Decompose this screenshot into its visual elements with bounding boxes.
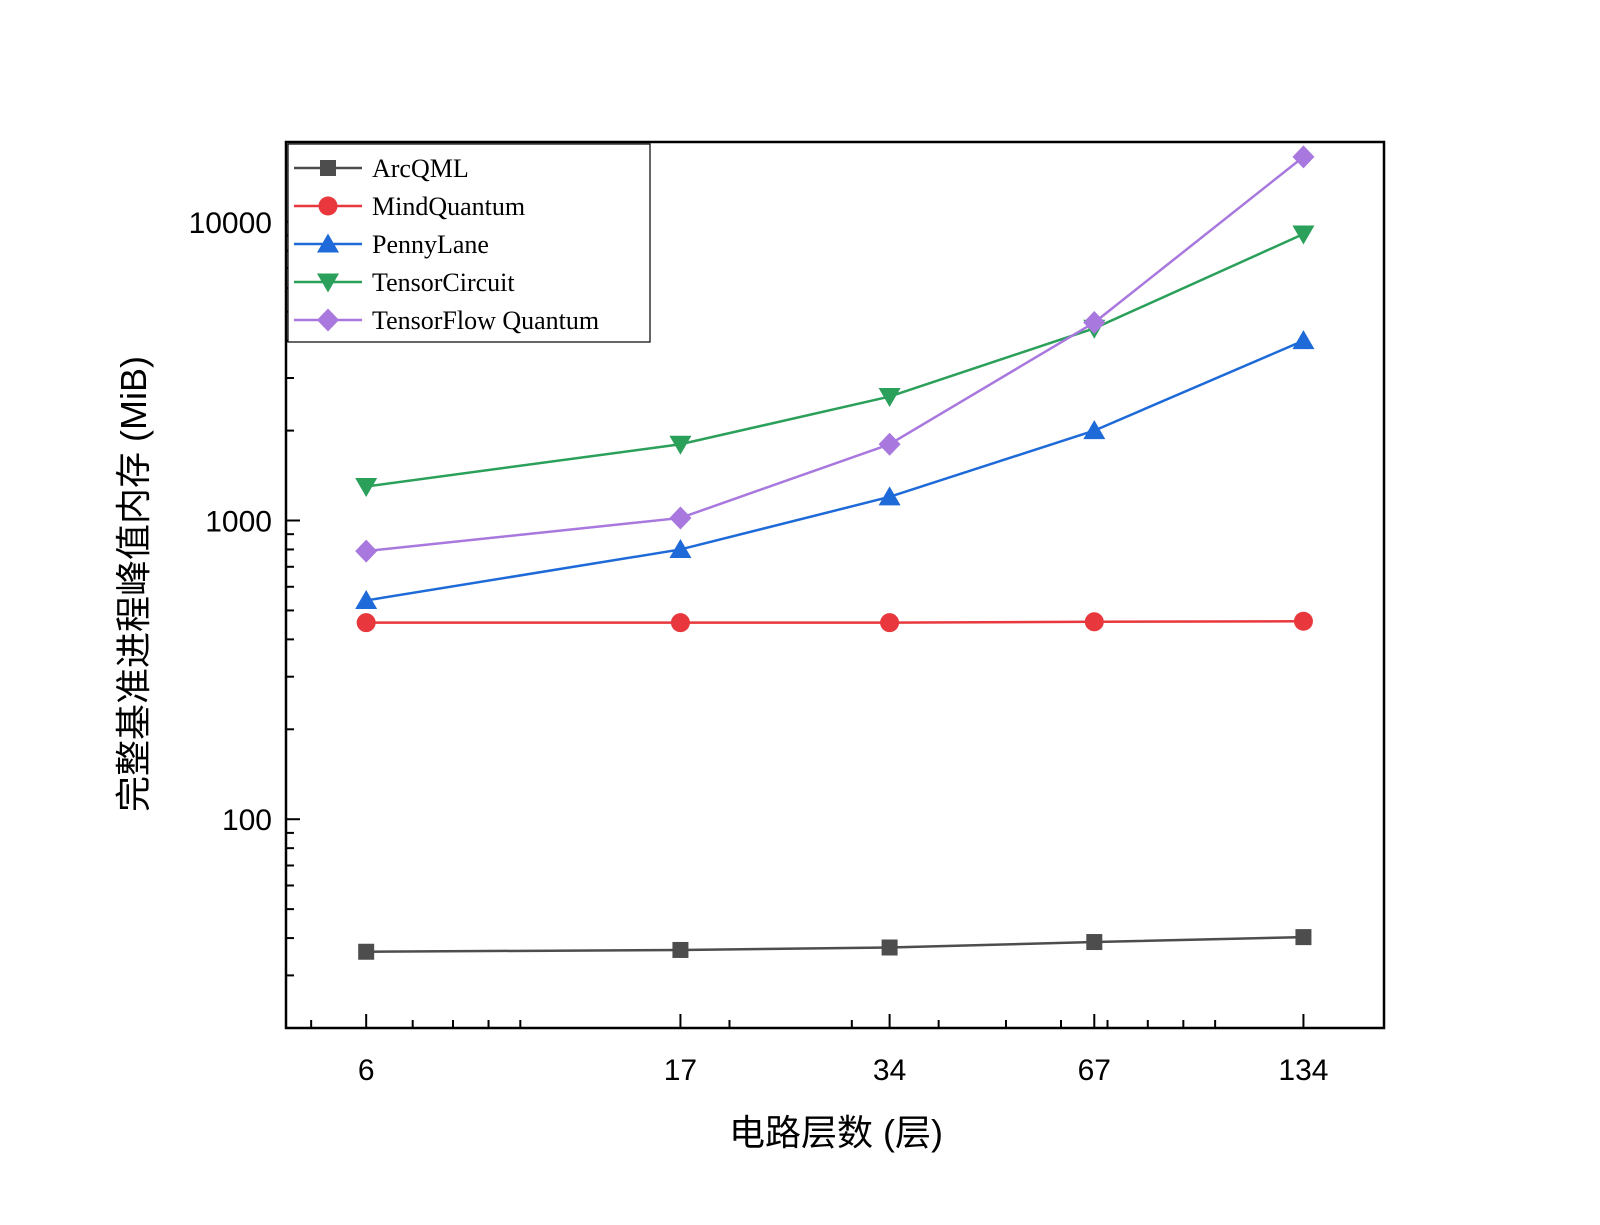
data-point: [1086, 934, 1103, 951]
data-point: [1084, 612, 1104, 632]
data-point: [669, 538, 692, 558]
data-point: [881, 939, 898, 956]
y-tick-label: 100: [222, 804, 272, 837]
series-line: [366, 619, 1304, 624]
legend-label: TensorFlow Quantum: [372, 306, 599, 335]
x-tick-label: 6: [358, 1054, 375, 1087]
legend-entry: TensorCircuit: [294, 268, 515, 297]
legend-entry: ArcQML: [294, 154, 469, 183]
x-tick-label: 17: [664, 1054, 697, 1087]
data-point: [878, 432, 901, 456]
data-point: [878, 388, 901, 408]
tick-labels: 100 1000 10000 6 17 34 67 134: [189, 207, 1329, 1087]
x-axis-title: 电路层数 (层): [729, 1112, 943, 1153]
data-point: [1293, 611, 1313, 631]
legend-entry: TensorFlow Quantum: [294, 306, 599, 335]
series-tensorcircuit: [355, 225, 1315, 497]
data-point: [880, 613, 900, 633]
plot-frame: [284, 140, 1386, 1030]
legend-marker: [320, 160, 336, 176]
legend-label: MindQuantum: [372, 192, 525, 221]
data-point: [355, 477, 378, 497]
data-point: [1292, 145, 1315, 169]
series-layer: [355, 145, 1315, 960]
series-line: [366, 935, 1304, 953]
x-tick-label: 67: [1078, 1054, 1111, 1087]
series-mindquantum: [356, 611, 1313, 633]
legend-marker: [317, 233, 339, 253]
data-point: [358, 943, 375, 960]
series-pennylane: [355, 330, 1315, 609]
data-point: [670, 613, 690, 633]
legend-label: TensorCircuit: [372, 268, 515, 297]
data-point: [669, 435, 692, 455]
data-point: [1295, 929, 1312, 946]
data-point: [672, 941, 689, 958]
data-point: [1083, 420, 1106, 440]
y-tick-label: 10000: [189, 207, 272, 240]
legend-label: PennyLane: [372, 230, 489, 259]
legend-marker: [317, 273, 339, 293]
legend-label: ArcQML: [372, 154, 469, 183]
data-point: [1083, 311, 1106, 335]
legend: ArcQML MindQuantum PennyLane TensorCircuit T…: [287, 143, 651, 343]
y-axis-title: 完整基准进程峰值内存 (MiB): [113, 356, 154, 812]
data-point: [669, 506, 692, 530]
data-point: [878, 486, 901, 506]
series-line: [365, 339, 1304, 602]
data-point: [355, 589, 378, 609]
data-point: [1292, 225, 1315, 245]
y-tick-label: 1000: [205, 506, 272, 539]
data-point: [356, 613, 376, 633]
data-point: [355, 539, 378, 563]
data-point: [1292, 330, 1315, 350]
series-arcqml: [358, 929, 1312, 960]
axis-ticks: [286, 220, 1305, 1029]
legend-marker: [317, 308, 339, 332]
x-tick-label: 134: [1278, 1054, 1328, 1087]
x-tick-label: 34: [873, 1054, 906, 1087]
series-tensorflow-quantum: [355, 145, 1315, 563]
legend-marker: [318, 196, 338, 216]
legend-entry: PennyLane: [294, 230, 489, 259]
legend-entry: MindQuantum: [294, 192, 525, 221]
